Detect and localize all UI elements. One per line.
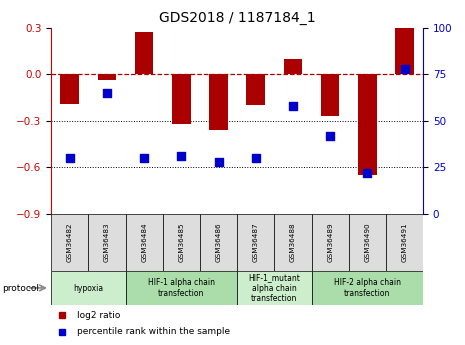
- FancyBboxPatch shape: [312, 271, 423, 305]
- Point: [364, 170, 371, 176]
- Text: protocol: protocol: [2, 284, 40, 293]
- Point: [103, 90, 111, 96]
- Text: GSM36487: GSM36487: [253, 223, 259, 262]
- FancyBboxPatch shape: [386, 214, 423, 271]
- FancyBboxPatch shape: [126, 271, 237, 305]
- FancyBboxPatch shape: [51, 271, 126, 305]
- Text: HIF-1 alpha chain
transfection: HIF-1 alpha chain transfection: [148, 278, 215, 298]
- Text: GSM36490: GSM36490: [365, 223, 370, 262]
- Bar: [321, 74, 339, 116]
- Point: [289, 103, 297, 109]
- Text: GSM36486: GSM36486: [216, 223, 221, 262]
- FancyBboxPatch shape: [312, 214, 349, 271]
- Text: hypoxia: hypoxia: [73, 284, 103, 293]
- Text: GSM36482: GSM36482: [67, 223, 73, 262]
- Bar: [284, 59, 302, 74]
- FancyBboxPatch shape: [126, 214, 163, 271]
- Bar: [172, 74, 191, 124]
- FancyBboxPatch shape: [237, 214, 274, 271]
- Point: [326, 133, 334, 138]
- Text: GSM36484: GSM36484: [141, 223, 147, 262]
- Text: HIF-1_mutant
alpha chain
transfection: HIF-1_mutant alpha chain transfection: [248, 273, 300, 303]
- Text: GSM36491: GSM36491: [402, 223, 407, 262]
- FancyBboxPatch shape: [88, 214, 126, 271]
- Bar: [135, 32, 153, 74]
- Text: HIF-2 alpha chain
transfection: HIF-2 alpha chain transfection: [334, 278, 401, 298]
- Point: [215, 159, 222, 165]
- Text: GSM36485: GSM36485: [179, 223, 184, 262]
- Bar: [358, 74, 377, 175]
- Text: log2 ratio: log2 ratio: [77, 311, 120, 320]
- FancyBboxPatch shape: [51, 214, 88, 271]
- Text: GSM36489: GSM36489: [327, 223, 333, 262]
- FancyBboxPatch shape: [237, 271, 312, 305]
- FancyBboxPatch shape: [349, 214, 386, 271]
- Bar: [98, 74, 116, 80]
- Text: GSM36488: GSM36488: [290, 223, 296, 262]
- Text: percentile rank within the sample: percentile rank within the sample: [77, 327, 230, 336]
- FancyBboxPatch shape: [163, 214, 200, 271]
- Point: [401, 66, 408, 71]
- Bar: [209, 74, 228, 130]
- Point: [66, 155, 73, 161]
- Point: [140, 155, 148, 161]
- FancyBboxPatch shape: [274, 214, 312, 271]
- Bar: [60, 74, 79, 104]
- FancyBboxPatch shape: [200, 214, 237, 271]
- Title: GDS2018 / 1187184_1: GDS2018 / 1187184_1: [159, 11, 315, 25]
- Point: [252, 155, 259, 161]
- Point: [178, 154, 185, 159]
- Bar: [246, 74, 265, 105]
- Bar: [395, 28, 414, 74]
- Text: GSM36483: GSM36483: [104, 223, 110, 262]
